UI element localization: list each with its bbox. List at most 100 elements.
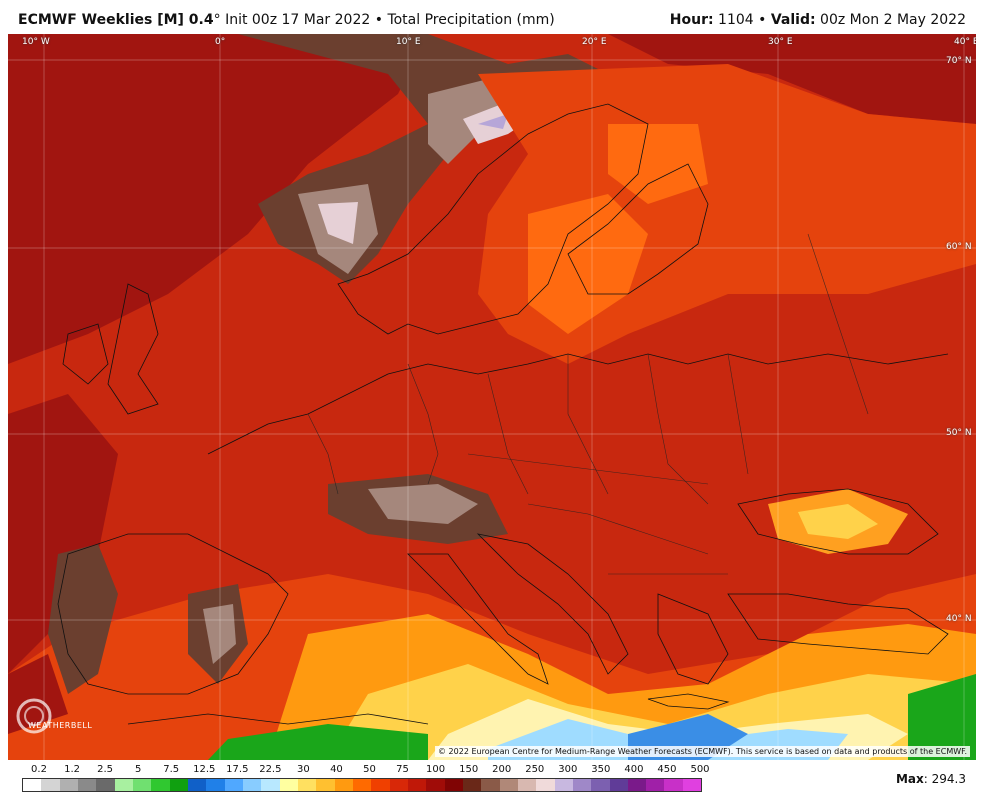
header-title: ECMWF Weeklies [M] 0.4° Init 00z 17 Mar … xyxy=(18,12,555,28)
legend-tick-label: 50 xyxy=(363,764,376,775)
iberia-west-brown xyxy=(48,544,118,694)
legend-swatch xyxy=(517,779,537,791)
legend-swatch xyxy=(499,779,518,791)
baltic-low xyxy=(528,194,648,334)
legend-swatch xyxy=(96,779,115,791)
max-readout: Max: 294.3 xyxy=(896,772,966,786)
graticule xyxy=(8,34,976,760)
legend-swatch xyxy=(114,779,133,791)
lon-label-30e: 30° E xyxy=(768,37,793,47)
legend-swatch xyxy=(536,779,555,791)
legend-color-bar xyxy=(22,778,702,792)
max-value: 294.3 xyxy=(931,772,966,786)
iberia-south-dark xyxy=(8,654,68,734)
lat-label-40n: 40° N xyxy=(946,614,972,624)
legend-swatch xyxy=(682,779,702,791)
legend-swatch xyxy=(481,779,500,791)
legend-swatch xyxy=(297,779,317,791)
legend-tick-label: 1.2 xyxy=(64,764,80,775)
legend-tick-label: 150 xyxy=(459,764,479,775)
legend-tick-label: 5 xyxy=(134,764,142,775)
lon-label-20e: 20° E xyxy=(582,37,607,47)
legend-tick-label: 100 xyxy=(426,764,446,775)
legend-swatch xyxy=(242,779,262,791)
legend-swatch xyxy=(132,779,152,791)
map-canvas xyxy=(8,34,976,760)
legend-tick-label: 30 xyxy=(297,764,310,775)
iberia-central-ridge xyxy=(203,604,236,664)
middle-east-green xyxy=(908,674,976,760)
legend-swatch xyxy=(352,779,372,791)
legend-tick-label: 17.5 xyxy=(226,764,249,775)
weatherbell-logo-text: WEATHERBELL xyxy=(28,721,93,730)
legend-swatch xyxy=(261,779,280,791)
legend-swatch xyxy=(609,779,628,791)
header-bar: ECMWF Weeklies [M] 0.4° Init 00z 17 Mar … xyxy=(0,0,984,34)
legend-swatch xyxy=(151,779,170,791)
north-russia-area xyxy=(608,34,976,124)
copyright-notice: © 2022 European Centre for Medium-Range … xyxy=(435,746,970,757)
hour-value: 1104 xyxy=(718,12,754,28)
legend-tick-label: 350 xyxy=(591,764,611,775)
header-valid: Hour: 1104 • Valid: 00z Mon 2 May 2022 xyxy=(670,12,966,28)
legend-swatch xyxy=(407,779,427,791)
valid-value: 00z Mon 2 May 2022 xyxy=(820,12,966,28)
lat-label-70n: 70° N xyxy=(946,56,972,66)
legend-swatch xyxy=(169,779,188,791)
bullet-2: • xyxy=(758,12,767,28)
legend-swatch xyxy=(59,779,78,791)
bullet-1: • xyxy=(374,12,383,28)
legend-swatch xyxy=(444,779,463,791)
legend-swatch xyxy=(627,779,647,791)
legend-tick-label: 7.5 xyxy=(163,764,180,775)
degree-symbol: ° xyxy=(213,12,221,28)
legend-swatch xyxy=(334,779,353,791)
legend-tick-label: 200 xyxy=(492,764,512,775)
lon-label-40e: 40° E xyxy=(954,37,976,47)
scandinavia-ridge-3 xyxy=(478,114,508,129)
max-colon: : xyxy=(923,772,928,786)
borders xyxy=(307,233,869,575)
iberia-west-area xyxy=(8,394,118,674)
precipitation-map[interactable]: 10° W 0° 10° E 20° E 30° E 40° E 70° N 6… xyxy=(8,34,976,760)
legend-tick-label: 40 xyxy=(330,764,343,775)
legend-tick-label: 500 xyxy=(690,764,710,775)
legend-tick-label: 2.5 xyxy=(97,764,114,775)
legend-swatch xyxy=(316,779,335,791)
legend-swatch xyxy=(224,779,243,791)
hour-label: Hour: xyxy=(669,12,714,28)
model-name: ECMWF Weeklies [M] 0.4 xyxy=(18,12,214,28)
max-label: Max xyxy=(895,772,924,786)
legend-swatch xyxy=(646,779,665,791)
black-sea-yellow xyxy=(798,504,878,539)
atlantic-high-area xyxy=(8,34,428,364)
legend-tick-label: 22.5 xyxy=(259,764,282,775)
legend-swatch xyxy=(389,779,408,791)
legend-tick-labels: 0.2 1.2 2.5 5 7.5 12.5 17.5 22.5 30 40 50 75 100 150 2… xyxy=(22,764,710,778)
legend-swatch xyxy=(206,779,225,791)
lon-label-0: 0° xyxy=(215,37,226,47)
legend-swatch xyxy=(462,779,482,791)
legend-tick-label: 12.5 xyxy=(193,764,216,775)
finland-low xyxy=(608,124,708,204)
lat-label-50n: 50° N xyxy=(946,428,972,438)
legend-swatch xyxy=(187,779,207,791)
legend-swatch xyxy=(371,779,390,791)
valid-label: Valid: xyxy=(770,12,816,28)
legend-tick-label: 450 xyxy=(657,764,677,775)
lon-label-10e: 10° E xyxy=(396,37,421,47)
legend-swatch xyxy=(591,779,610,791)
lon-label-10w: 10° W xyxy=(22,37,50,47)
legend-tick-label: 300 xyxy=(558,764,578,775)
legend-swatch xyxy=(41,779,60,791)
alps-ridge xyxy=(368,484,478,524)
init-time: Init 00z 17 Mar 2022 xyxy=(225,12,371,28)
legend-tick-label: 0.2 xyxy=(31,764,47,775)
legend-swatch xyxy=(279,779,298,791)
legend-swatch xyxy=(554,779,573,791)
legend-swatch xyxy=(426,779,445,791)
product-name: Total Precipitation (mm) xyxy=(387,12,555,28)
legend-swatch xyxy=(664,779,683,791)
legend-swatch xyxy=(77,779,97,791)
legend-tick-label: 250 xyxy=(525,764,545,775)
